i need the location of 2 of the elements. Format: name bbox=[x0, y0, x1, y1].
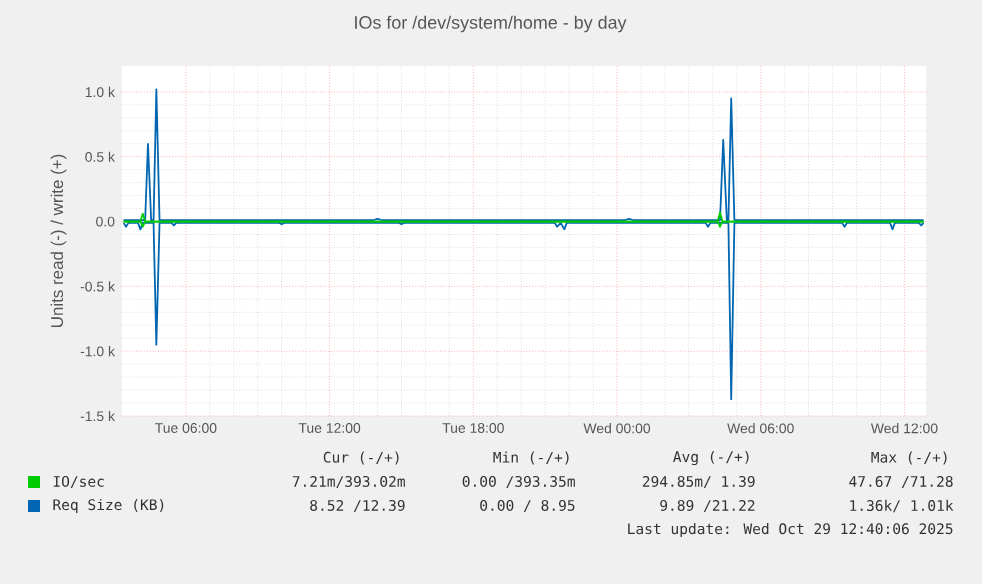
y-axis-title: Units read (-) / write (+) bbox=[50, 154, 67, 327]
chart-title: IOs for /dev/system/home - by day bbox=[355, 15, 627, 33]
